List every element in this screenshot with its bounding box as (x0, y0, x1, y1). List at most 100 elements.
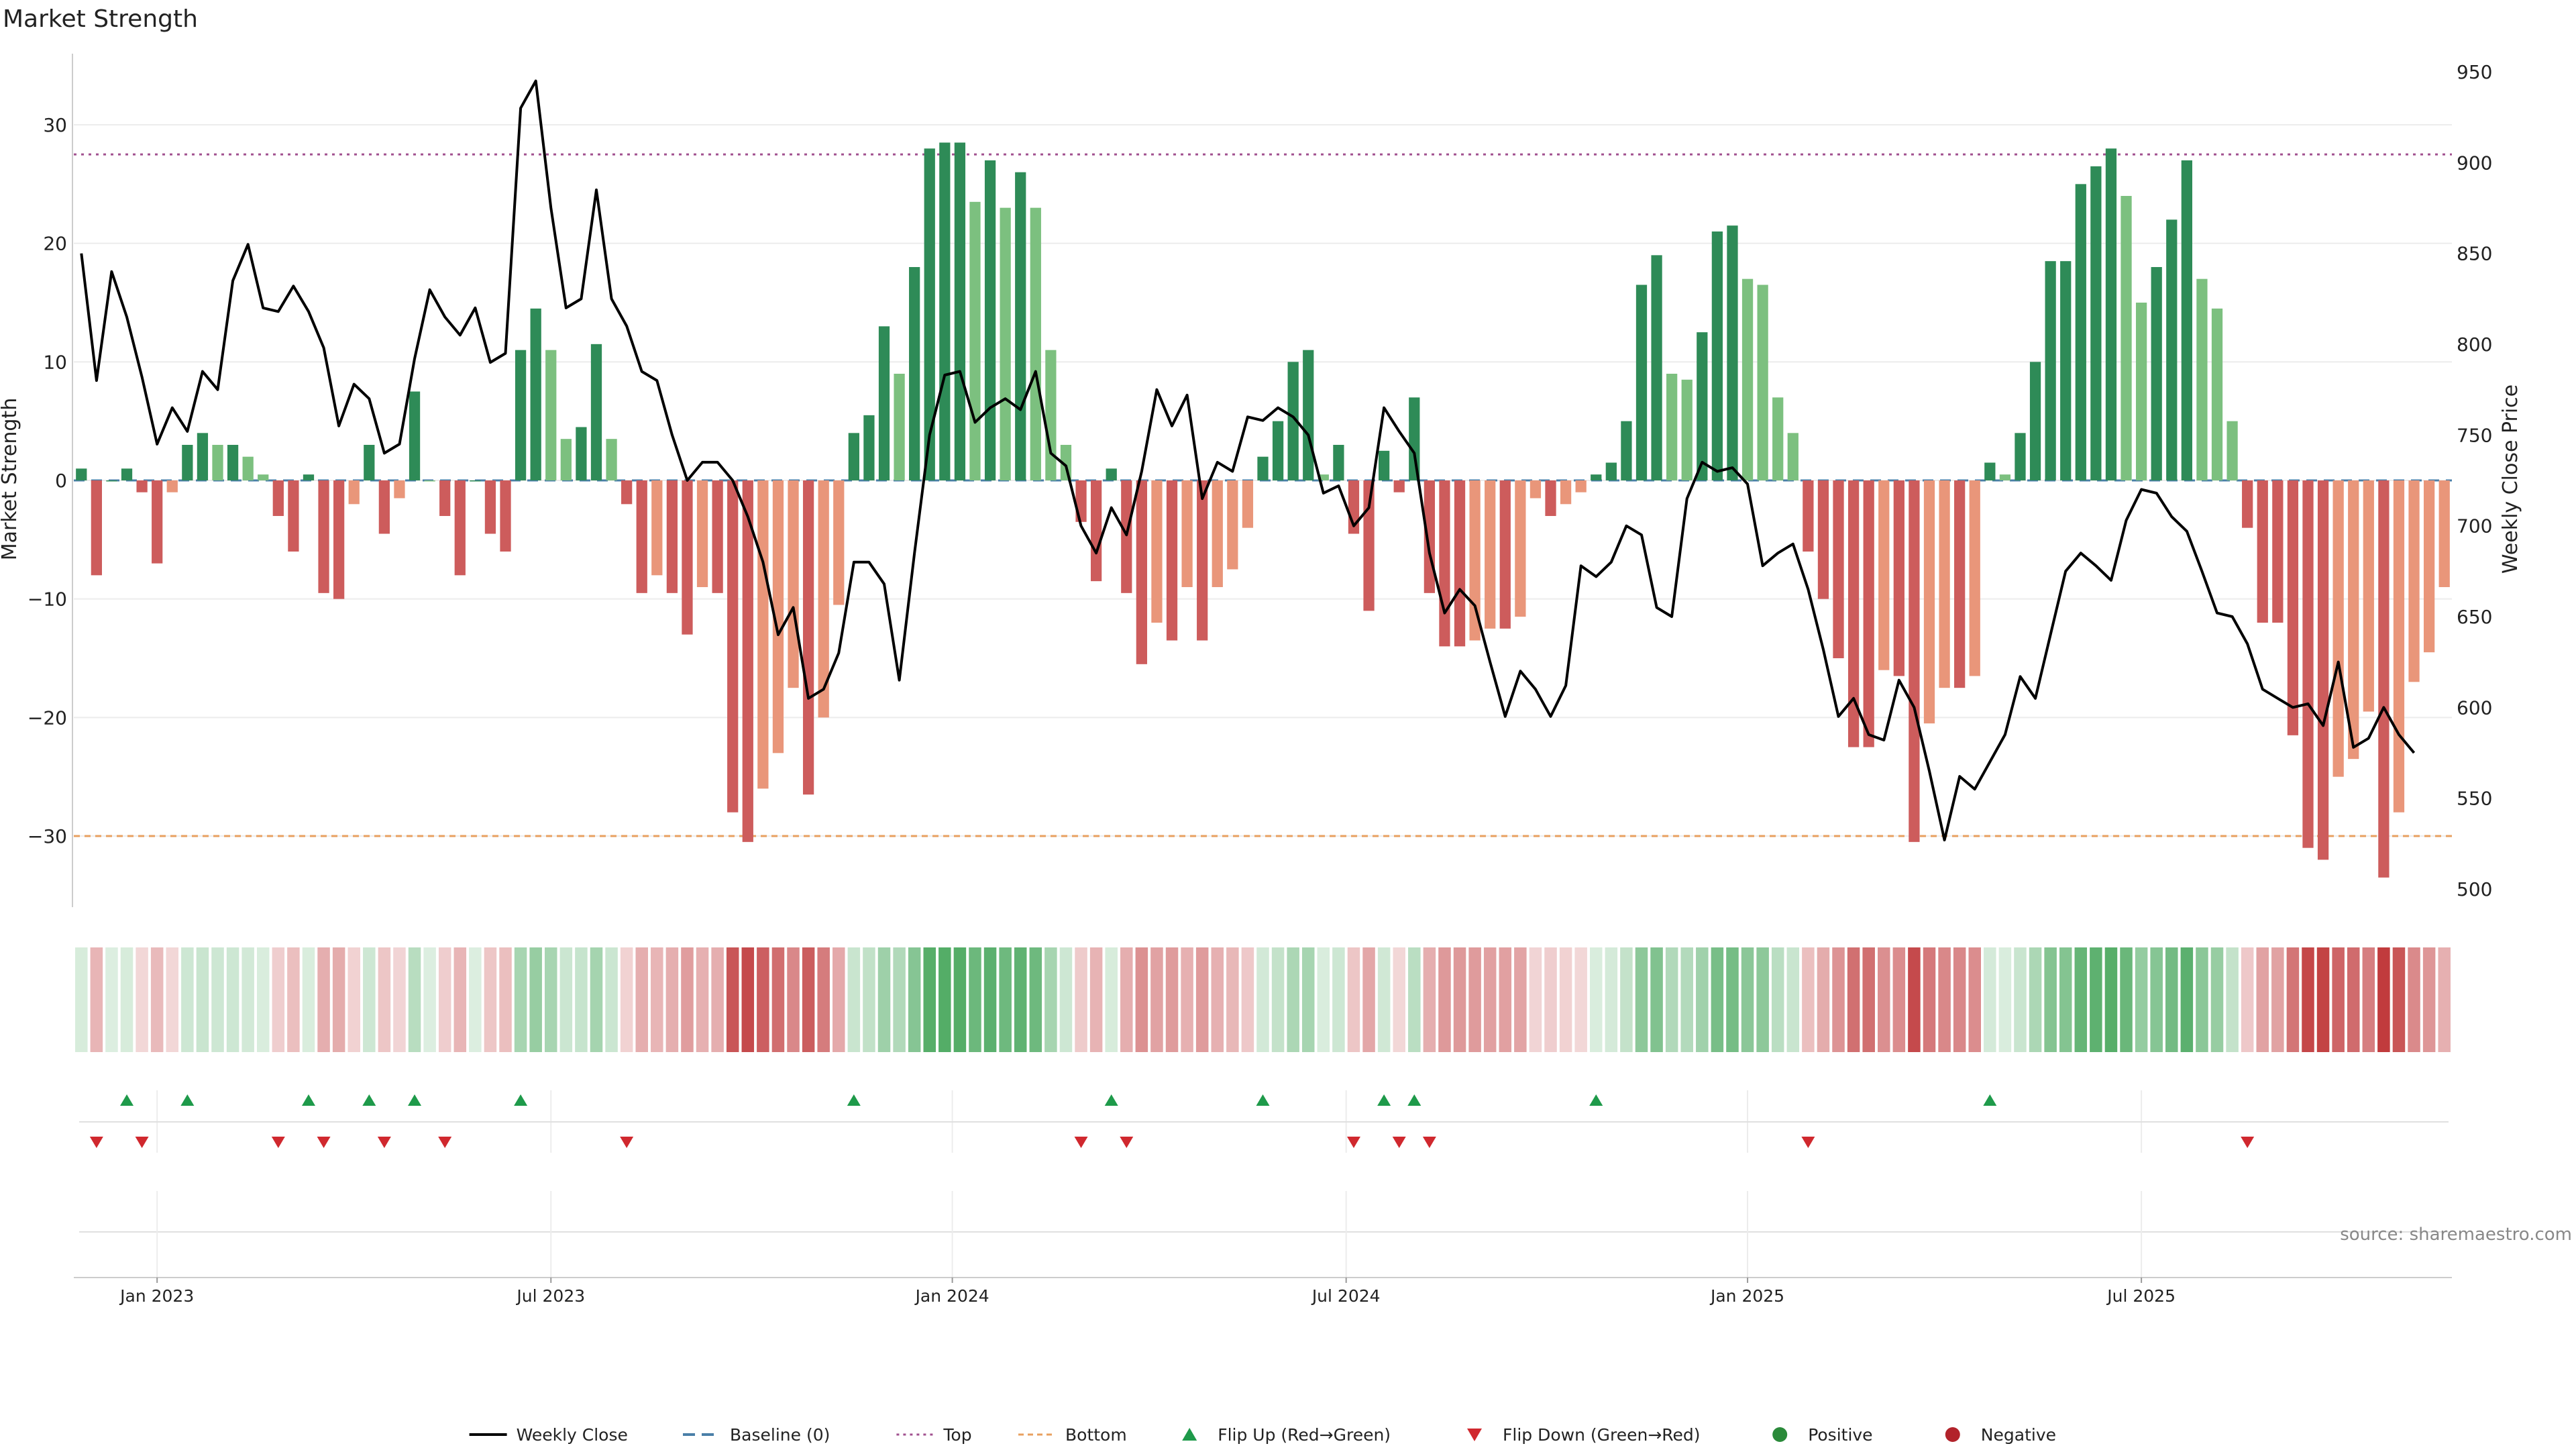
heat-strip-cell (241, 947, 254, 1052)
strength-bar (772, 480, 784, 754)
strength-bar (318, 480, 329, 593)
legend-label: Baseline (0) (730, 1425, 830, 1445)
heat-strip-cell (453, 947, 467, 1052)
x-tick-label: Jan 2024 (914, 1286, 989, 1306)
flip-up-marker (301, 1094, 315, 1106)
heat-strip-cell (408, 947, 421, 1052)
strength-bar (2196, 278, 2208, 480)
heat-strip-cell (393, 947, 406, 1052)
strength-bar (1393, 480, 1405, 492)
strength-bar (1015, 172, 1026, 480)
heat-strip-cell (166, 947, 179, 1052)
source-label: source: sharemaestro.com (2340, 1225, 2572, 1245)
heat-strip-cell (1817, 947, 1830, 1052)
strength-bar (454, 480, 466, 576)
heat-strip-cell (1938, 947, 1951, 1052)
heat-strip-cell (484, 947, 497, 1052)
strength-bar (651, 480, 663, 576)
strength-bar (2317, 480, 2329, 860)
heat-strip-cell (1120, 947, 1133, 1052)
heat-strip-cell (726, 947, 739, 1052)
heat-strip-cell (1377, 947, 1391, 1052)
strength-bar (2166, 219, 2178, 480)
legend: Weekly Close Baseline (0) Top Bottom Flip Up… (469, 1425, 2056, 1445)
heat-strip-cell (1680, 947, 1693, 1052)
strength-bar (1878, 480, 1890, 670)
x-tick-label: Jan 2025 (1709, 1286, 1784, 1306)
heat-strip-cell (2135, 947, 2148, 1052)
flip-up-marker (180, 1094, 195, 1106)
heat-strip-cell (847, 947, 861, 1052)
strength-bar (227, 445, 239, 480)
legend-label: Flip Up (Red→Green) (1218, 1425, 1391, 1445)
strength-bar (1045, 350, 1057, 480)
heat-strip-cell (802, 947, 815, 1052)
strength-bar (1151, 480, 1163, 623)
heat-strip-cell (2408, 947, 2420, 1052)
heat-strip-cell (2196, 947, 2208, 1052)
heat-strip-cell (2377, 947, 2390, 1052)
strength-bar (1757, 284, 1768, 480)
heat-strip-cell (787, 947, 800, 1052)
heat-strip-cell (378, 947, 391, 1052)
heat-strip-cell (1650, 947, 1663, 1052)
strength-bar (2075, 184, 2086, 480)
heat-strip (75, 947, 2451, 1052)
strength-bar (727, 480, 739, 813)
heat-strip-cell (1301, 947, 1315, 1052)
y-right-tick-label: 750 (2457, 424, 2492, 446)
heat-strip-cell (1559, 947, 1572, 1052)
y-axis-right-label: Weekly Close Price (2499, 384, 2522, 574)
heat-strip-cell (317, 947, 330, 1052)
strength-bar (2393, 480, 2405, 813)
heat-strip-cell (272, 947, 285, 1052)
strength-bar (197, 433, 209, 480)
strength-bar (121, 468, 133, 480)
strength-bar (1605, 462, 1617, 480)
strength-bar (333, 480, 345, 599)
heat-strip-cell (2438, 947, 2451, 1052)
heat-strip-cell (590, 947, 603, 1052)
heat-strip-cell (1574, 947, 1587, 1052)
heat-strip-cell (1499, 947, 1512, 1052)
strength-bar (1227, 480, 1238, 570)
strength-bar (1984, 462, 1996, 480)
y-right-tick-label: 600 (2457, 696, 2492, 719)
strength-bar (1741, 278, 1754, 480)
y-axis-right-ticks: 500 550 600 650 700 750 800 850 900 950 (2457, 61, 2492, 900)
strength-bar (1863, 480, 1874, 747)
heat-strip-cell (181, 947, 194, 1052)
heat-strip-cell (287, 947, 300, 1052)
flip-down-marker (1120, 1137, 1134, 1148)
heat-strip-cell (347, 947, 360, 1052)
strength-bar (1000, 207, 1011, 480)
legend-label: Bottom (1065, 1425, 1127, 1445)
strength-bar (2378, 480, 2390, 878)
heat-strip-cell (1135, 947, 1148, 1052)
strength-bar (2302, 480, 2314, 848)
heat-strip-cell (2044, 947, 2057, 1052)
y-right-tick-label: 550 (2457, 788, 2492, 810)
heat-strip-cell (1393, 947, 1405, 1052)
strength-bar (364, 445, 375, 480)
heat-strip-cell (1635, 947, 1648, 1052)
heat-strip-cell (1089, 947, 1103, 1052)
heat-strip-cell (1165, 947, 1179, 1052)
heat-strip-cell (983, 947, 997, 1052)
strength-bar (1485, 480, 1496, 629)
heat-strip-cell (1362, 947, 1375, 1052)
strength-bar (1454, 480, 1466, 647)
heat-strip-cell (2180, 947, 2194, 1052)
flip-up-marker (362, 1094, 376, 1106)
heat-strip-cell (1271, 947, 1285, 1052)
strength-bar (1923, 480, 1935, 724)
heat-strip-cell (938, 947, 951, 1052)
strength-bar (212, 445, 223, 480)
heat-strip-cell (1317, 947, 1330, 1052)
legend-swatch-circle (1945, 1427, 1960, 1442)
heat-strip-cell (2090, 947, 2102, 1052)
heat-strip-cell (423, 947, 436, 1052)
strength-bar (1833, 480, 1844, 658)
strength-bar (2287, 480, 2299, 735)
